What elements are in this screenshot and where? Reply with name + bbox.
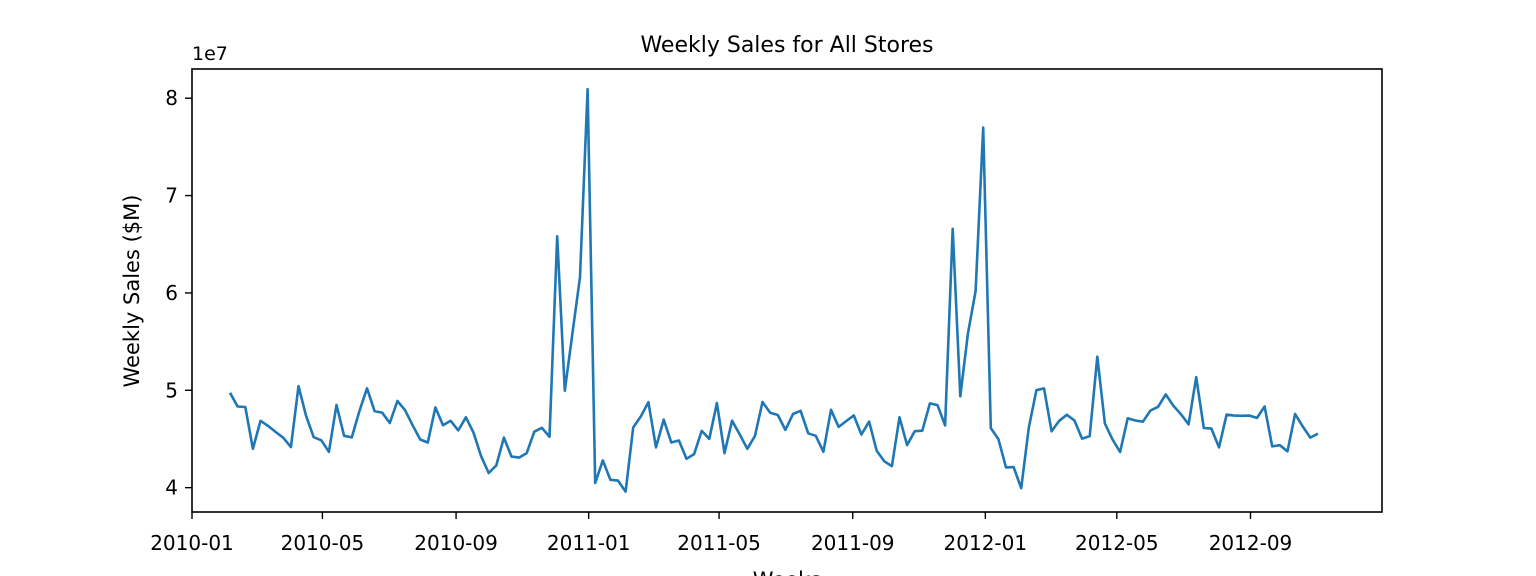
y-tick-label: 7 xyxy=(165,184,178,208)
y-tick-label: 6 xyxy=(165,281,178,305)
x-tick-label: 2011-05 xyxy=(677,531,761,555)
plot-area xyxy=(191,68,1383,513)
x-tick-label: 2012-05 xyxy=(1075,531,1159,555)
y-tick-label: 4 xyxy=(165,476,178,500)
x-tick-label: 2011-01 xyxy=(547,531,631,555)
x-axis-ticks: 2010-01 2010-05 2010-09 2011-01 2011-05 2011-… xyxy=(150,512,1292,555)
x-tick-label: 2012-09 xyxy=(1209,531,1293,555)
y-axis-ticks: 4 5 6 7 8 xyxy=(165,86,192,500)
x-tick-label: 2012-01 xyxy=(944,531,1028,555)
x-axis-label: Weeks xyxy=(753,568,821,576)
y-tick-label: 5 xyxy=(165,378,178,402)
x-tick-label: 2010-05 xyxy=(281,531,365,555)
series-group xyxy=(228,87,1319,493)
y-tick-label: 8 xyxy=(165,86,178,110)
chart-title: Weekly Sales for All Stores xyxy=(640,33,933,58)
weekly-sales-series-line xyxy=(228,87,1319,493)
x-tick-label: 2010-01 xyxy=(150,531,234,555)
y-axis-offset-label: 1e7 xyxy=(192,43,228,65)
x-tick-label: 2011-09 xyxy=(811,531,895,555)
y-axis-label: Weekly Sales ($M) xyxy=(120,195,144,388)
x-tick-label: 2010-09 xyxy=(414,531,498,555)
